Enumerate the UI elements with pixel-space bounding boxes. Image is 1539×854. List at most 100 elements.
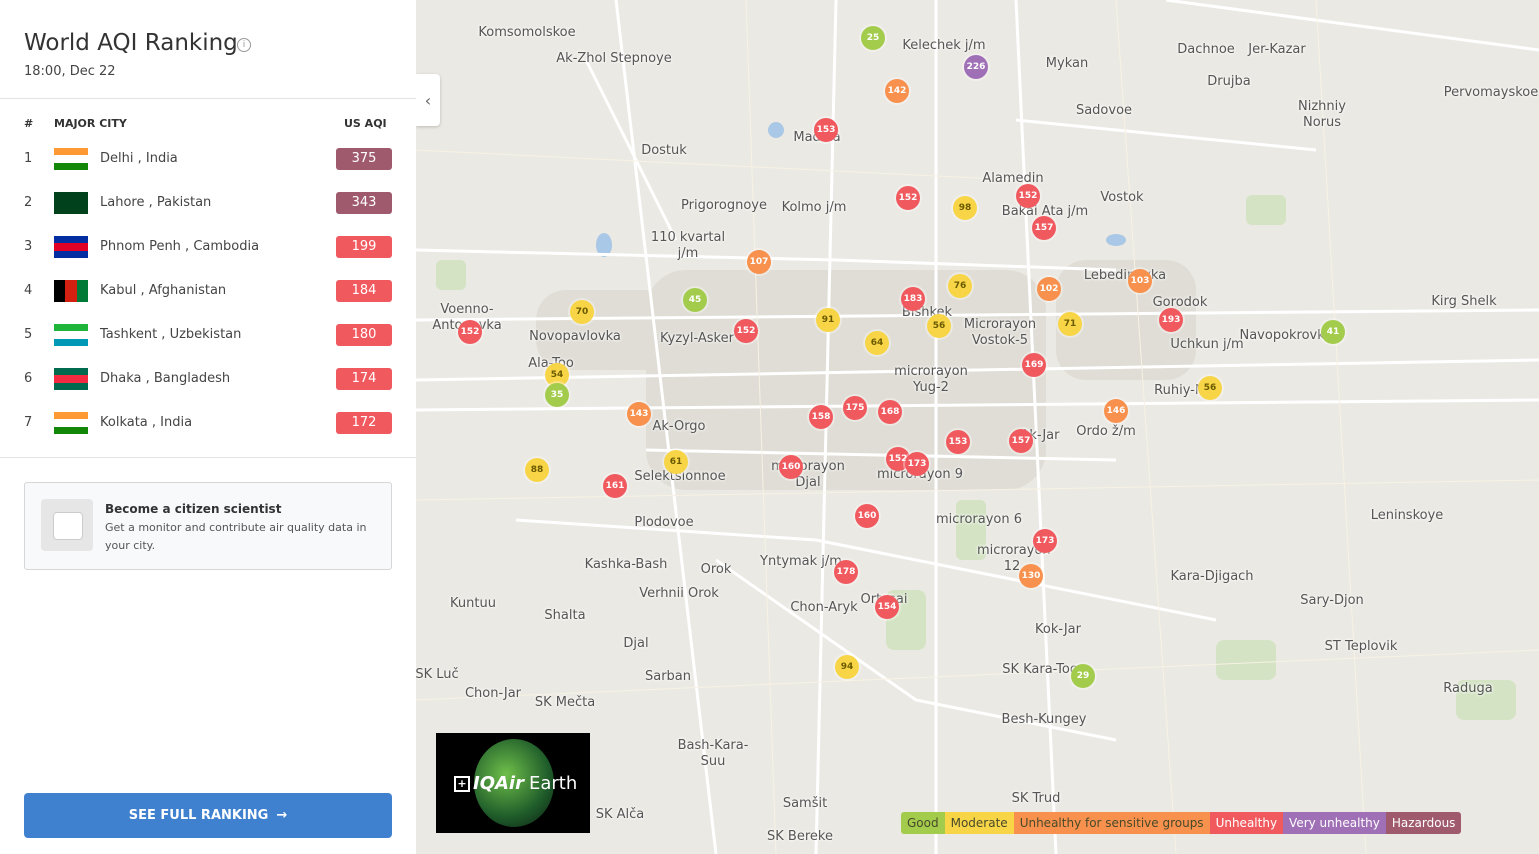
aqi-marker[interactable]: 102 — [1037, 277, 1061, 301]
aqi-marker[interactable]: 29 — [1071, 664, 1095, 688]
aqi-marker[interactable]: 143 — [627, 402, 651, 426]
place-label: Raduga — [1443, 681, 1493, 696]
see-full-ranking-button[interactable]: SEE FULL RANKING → — [24, 793, 392, 838]
aqi-marker[interactable]: 88 — [525, 458, 549, 482]
aqi-marker[interactable]: 64 — [865, 331, 889, 355]
city[interactable]: Lahore , Pakistan — [100, 195, 212, 210]
logo-product: Earth — [528, 773, 578, 794]
collapse-button[interactable]: ‹ — [416, 74, 440, 126]
aqi-badge: 343 — [336, 192, 392, 214]
flag — [54, 236, 88, 258]
aqi-marker[interactable]: 41 — [1321, 320, 1345, 344]
aqi-marker[interactable]: 70 — [570, 300, 594, 324]
place-label: Samšit — [782, 796, 828, 811]
aqi-marker[interactable]: 173 — [905, 452, 929, 476]
aqi-marker[interactable]: 157 — [1009, 429, 1033, 453]
place-label: Sarban — [644, 669, 692, 684]
aqi-marker[interactable]: 45 — [683, 288, 707, 312]
legend-item: Unhealthy — [1209, 812, 1284, 834]
aqi-marker[interactable]: 25 — [861, 26, 885, 50]
city[interactable]: Kabul , Afghanistan — [100, 283, 227, 298]
col-aqi: US AQI — [344, 117, 387, 130]
place-label: Sadovoe — [1075, 103, 1133, 118]
flag-stripe — [54, 155, 88, 163]
place-label: Microrayon Vostok-5 — [963, 317, 1037, 348]
aqi-marker[interactable]: 154 — [875, 595, 899, 619]
aqi-marker[interactable]: 56 — [927, 314, 951, 338]
aqi-marker[interactable]: 152 — [896, 186, 920, 210]
info-icon[interactable]: i — [237, 38, 251, 52]
aqi-marker[interactable]: 71 — [1058, 312, 1082, 336]
aqi-marker[interactable]: 169 — [1022, 353, 1046, 377]
city[interactable]: Kolkata , India — [100, 415, 193, 430]
aqi-marker[interactable]: 161 — [603, 474, 627, 498]
city[interactable]: Phnom Penh , Cambodia — [100, 239, 260, 254]
parks — [436, 195, 1516, 720]
map-base — [416, 0, 1539, 854]
aqi-badge: 375 — [336, 148, 392, 170]
aqi-marker[interactable]: 103 — [1128, 269, 1152, 293]
place-label: Dostuk — [641, 143, 687, 158]
rank: 5 — [24, 327, 33, 342]
aqi-marker[interactable]: 142 — [885, 79, 909, 103]
aqi-marker[interactable]: 183 — [901, 287, 925, 311]
aqi-marker[interactable]: 157 — [1032, 216, 1056, 240]
aqi-badge: 174 — [336, 368, 392, 390]
citizen-card[interactable]: Become a citizen scientist Get a monitor… — [24, 482, 392, 570]
aqi-marker[interactable]: 94 — [835, 655, 859, 679]
card-title: Become a citizen scientist — [105, 502, 282, 516]
place-label: microrayon 12 — [977, 543, 1051, 574]
flag — [54, 280, 88, 302]
aqi-badge: 180 — [336, 324, 392, 346]
aqi-marker[interactable]: 130 — [1019, 564, 1043, 588]
divider — [0, 457, 416, 458]
aqi-marker[interactable]: 91 — [816, 308, 840, 332]
aqi-marker[interactable]: 226 — [964, 55, 988, 79]
iqair-logo[interactable]: + IQAir Earth — [436, 733, 590, 833]
flag-stripe — [54, 382, 88, 390]
aqi-marker[interactable]: 158 — [809, 405, 833, 429]
aqi-marker[interactable]: 107 — [747, 250, 771, 274]
city[interactable]: Dhaka , Bangladesh — [100, 371, 231, 386]
aqi-marker[interactable]: 153 — [814, 118, 838, 142]
legend-item: Unhealthy for sensitive groups — [1013, 812, 1210, 834]
city[interactable]: Delhi , India — [100, 151, 178, 166]
divider — [0, 98, 416, 99]
aqi-marker[interactable]: 98 — [953, 196, 977, 220]
time: 18:00, Dec 22 — [24, 64, 116, 79]
place-label: Chon-Jar — [464, 686, 522, 701]
aqi-marker[interactable]: 160 — [855, 504, 879, 528]
aqi-marker[interactable]: 35 — [545, 383, 569, 407]
aqi-marker[interactable]: 178 — [834, 560, 858, 584]
flag — [54, 192, 88, 214]
flag-stripe — [65, 280, 77, 302]
aqi-marker[interactable]: 152 — [734, 319, 758, 343]
place-label: Mykan — [1045, 56, 1089, 71]
place-label: Nizhniy Norus — [1298, 99, 1346, 130]
flag-stripe — [54, 199, 88, 207]
aqi-marker[interactable]: 173 — [1033, 529, 1057, 553]
aqi-marker[interactable]: 193 — [1159, 308, 1183, 332]
map[interactable]: Komsomolskoe Ak-Zhol Stepnoye Kelechek j/m… — [416, 0, 1539, 854]
city[interactable]: Tashkent , Uzbekistan — [100, 327, 242, 342]
legend-item: Very unhealthy — [1283, 812, 1386, 834]
flag-stripe — [54, 419, 88, 427]
flag-stripe — [76, 280, 88, 302]
col-rank: # — [24, 117, 34, 130]
water — [596, 122, 1126, 257]
flag-stripe — [54, 148, 88, 156]
place-label: Selektsionnoe — [634, 469, 726, 484]
aqi-marker[interactable]: 56 — [1198, 376, 1222, 400]
aqi-marker[interactable]: 76 — [948, 274, 972, 298]
aqi-marker[interactable]: 61 — [664, 450, 688, 474]
place-label: Jer-Kazar — [1248, 42, 1306, 57]
aqi-marker[interactable]: 168 — [878, 400, 902, 424]
aqi-marker[interactable]: 175 — [843, 396, 867, 420]
flag — [54, 324, 88, 346]
place-label: Novopavlovka — [529, 329, 621, 344]
aqi-marker[interactable]: 153 — [946, 430, 970, 454]
aqi-marker[interactable]: 146 — [1104, 399, 1128, 423]
aqi-marker[interactable]: 152 — [1016, 184, 1040, 208]
aqi-marker[interactable]: 160 — [779, 455, 803, 479]
aqi-marker[interactable]: 152 — [458, 320, 482, 344]
